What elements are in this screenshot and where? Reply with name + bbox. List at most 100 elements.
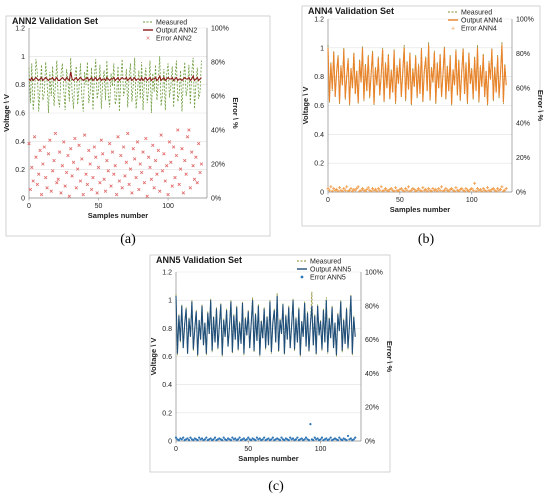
error-point [352,438,355,441]
series-line-measured [28,56,202,114]
y2-tick-label: 20% [516,155,530,162]
error-point [342,187,346,191]
error-point [499,187,502,191]
error-point [336,439,339,442]
error-point [176,128,180,132]
error-point [369,189,373,193]
error-point [345,185,349,189]
error-point [81,192,85,197]
y-tick-label: 0.6 [314,103,324,110]
error-point [336,189,340,193]
error-point [148,165,152,170]
error-point [131,147,135,151]
error-point [146,155,151,159]
chart-title: ANN2 Validation Set [12,16,98,26]
y-tick-label: 0 [320,190,324,197]
panel-label-c: (c) [268,479,284,494]
series-line-output [175,295,356,356]
chart-frame [149,254,391,473]
error-point [221,439,224,442]
error-point [371,187,375,191]
error-point [205,436,208,439]
error-point [234,437,237,440]
chart-title: ANN4 Validation Set [308,6,394,16]
y-axis-label: Voltage \ V [301,87,310,125]
error-point [142,181,147,185]
x-tick-label: 0 [174,446,178,453]
error-point [88,162,92,166]
y2-axis-label: Error \ % [536,90,545,122]
error-point [67,194,72,198]
error-point [71,160,76,164]
error-point [180,147,184,151]
error-point [171,145,176,149]
error-point [80,157,84,161]
error-point [447,189,451,193]
error-point [255,436,259,439]
error-point [404,187,408,191]
error-point [123,174,127,178]
error-point [254,439,257,442]
error-point [500,185,504,189]
error-point [38,148,42,153]
error-point [60,164,65,168]
error-point [73,136,77,141]
error-point [95,191,99,195]
error-point [402,189,406,193]
error-point [496,187,500,191]
y-tick-label: 0.6 [15,111,25,118]
error-point [242,437,246,440]
error-point [64,170,69,175]
x-tick-label: 50 [396,197,404,204]
error-point [114,192,119,197]
error-point [473,181,477,185]
error-point [156,148,161,153]
error-point [181,191,186,195]
error-point [121,145,126,149]
error-point [325,437,328,440]
error-point [382,188,386,192]
error-point [378,188,382,192]
error-point [313,436,316,439]
error-point [190,150,194,154]
error-point [48,138,52,142]
error-point [504,187,508,191]
error-point [194,155,198,159]
error-point [32,135,37,139]
error-point [177,182,181,187]
error-point [170,184,174,188]
y-axis-label: Voltage \ V [2,94,11,132]
x-axis-label: Samples number [238,454,299,463]
error-point [103,189,108,193]
error-point [31,179,35,183]
error-point [412,187,416,191]
error-point [185,135,190,139]
error-point [106,169,110,173]
error-point [178,167,183,171]
error-point [440,185,444,189]
error-point [481,187,485,191]
error-point [437,187,441,191]
error-point [307,439,311,442]
legend-label: Measured [461,10,492,17]
error-point [366,186,370,190]
error-point [359,188,363,192]
error-point [346,434,350,438]
error-point [486,186,490,190]
y2-tick-label: 20% [211,162,225,169]
y-tick-label: 0.4 [15,139,25,146]
error-point [153,158,158,163]
error-point [409,188,413,192]
error-point [151,143,155,147]
error-point [53,131,58,136]
series-line-output [28,71,202,82]
error-point [209,437,212,440]
error-point [294,438,298,441]
error-point [126,131,130,136]
error-point [349,437,352,440]
error-point [198,436,201,439]
error-point [261,438,264,441]
error-point [328,438,331,441]
error-point [55,181,59,185]
error-point [407,185,410,189]
